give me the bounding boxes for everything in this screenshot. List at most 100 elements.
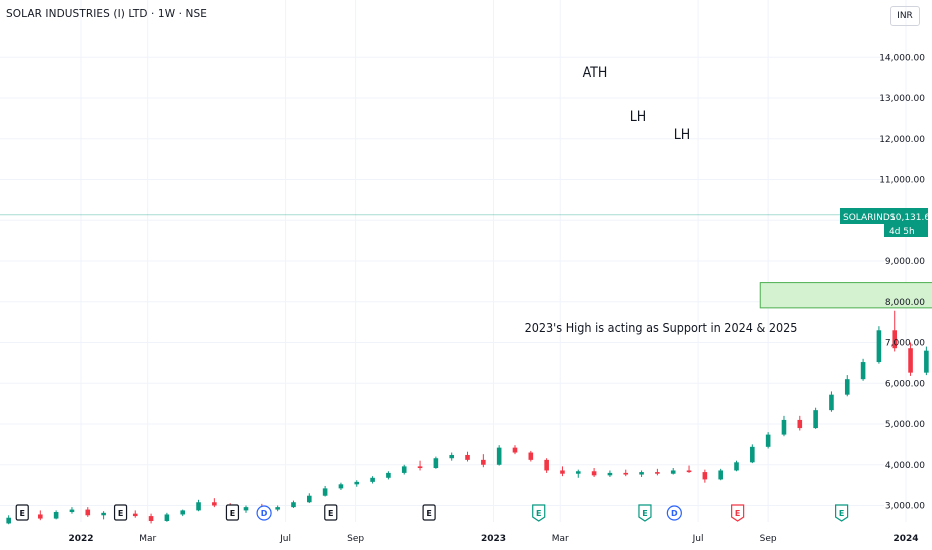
- lower-high-label-1: LH: [630, 109, 647, 125]
- candle: [69, 507, 75, 514]
- earnings-icon: [324, 504, 338, 521]
- candle: [85, 507, 91, 517]
- candle: [718, 468, 723, 481]
- candle: [275, 505, 280, 512]
- candle: [38, 510, 43, 521]
- candle: [528, 450, 534, 462]
- candle-body: [655, 472, 660, 474]
- candle-body: [370, 477, 375, 482]
- candle-body: [53, 512, 59, 519]
- y-tick-label: 8,000.00: [885, 298, 925, 308]
- candle: [386, 471, 391, 480]
- candle-body: [481, 459, 486, 465]
- candle: [306, 493, 312, 504]
- candle-body: [512, 447, 518, 453]
- lower-high-label-2: LH: [674, 127, 691, 143]
- candle: [148, 513, 154, 524]
- countdown-box: [884, 224, 928, 237]
- candle-body: [765, 434, 771, 447]
- y-tick-label: 5,000.00: [885, 420, 925, 430]
- earnings-icon: [113, 504, 128, 521]
- candle-body: [306, 495, 312, 503]
- candle-body: [623, 472, 629, 475]
- price-tag: SOLARINDS 10,131.65 4d 5h: [840, 208, 932, 237]
- candle: [734, 460, 739, 472]
- candle-body: [196, 502, 201, 511]
- candle-body: [38, 514, 43, 519]
- candle: [607, 470, 613, 477]
- x-tick-label: Mar: [552, 534, 569, 544]
- support-zone: [759, 282, 932, 309]
- candle: [655, 468, 660, 476]
- candle: [544, 458, 549, 473]
- candle: [53, 510, 59, 520]
- candle: [797, 415, 803, 431]
- event-glyph: E: [642, 509, 647, 518]
- price-tag-symbol: SOLARINDS: [843, 213, 896, 223]
- event-glyph: E: [426, 509, 431, 518]
- candle: [765, 432, 771, 449]
- y-tick-label: 6,000.00: [885, 379, 925, 389]
- candle: [465, 451, 470, 462]
- candle: [876, 326, 882, 364]
- earnings-icon: [15, 504, 29, 521]
- candle: [481, 454, 486, 468]
- candle: [243, 505, 249, 513]
- candle: [639, 470, 644, 477]
- event-marker: E: [15, 504, 29, 521]
- candle-body: [924, 350, 929, 373]
- y-tick-label: 9,000.00: [885, 257, 925, 267]
- x-tick-label: 2024: [894, 534, 919, 544]
- candle-body: [718, 470, 723, 480]
- candle: [781, 415, 787, 437]
- candle-body: [813, 410, 818, 429]
- y-tick-label: 13,000.00: [879, 94, 925, 104]
- candle: [813, 407, 818, 429]
- candle-body: [132, 513, 138, 517]
- x-tick-label: 2023: [481, 534, 506, 544]
- currency-button[interactable]: INR: [890, 6, 920, 26]
- price-tag-countdown: 4d 5h: [889, 227, 915, 237]
- candle: [829, 391, 834, 412]
- candle: [575, 469, 581, 478]
- x-tick-label: Jul: [692, 534, 704, 544]
- candle: [449, 452, 455, 461]
- candle: [924, 346, 929, 376]
- candle-body: [164, 514, 170, 521]
- candle: [670, 468, 676, 475]
- event-glyph: D: [671, 509, 678, 518]
- candle-body: [702, 472, 708, 480]
- candle: [180, 509, 186, 517]
- candle-body: [528, 452, 534, 460]
- event-marker: E: [324, 504, 338, 521]
- candle-body: [560, 470, 565, 474]
- event-marker: D: [666, 505, 682, 521]
- candle-body: [829, 394, 834, 411]
- x-tick-label: 2022: [68, 534, 93, 544]
- price-tag-box: [840, 208, 928, 224]
- earnings-icon: [731, 504, 745, 522]
- grid-lines: [0, 0, 907, 522]
- candle: [560, 466, 565, 477]
- candle-body: [686, 470, 692, 473]
- y-tick-label: 11,000.00: [879, 176, 925, 186]
- candle: [496, 445, 502, 466]
- earnings-icon: [532, 504, 546, 522]
- time-axis[interactable]: Sep2022MarJulSep2023MarJulSep2024MarJulS…: [0, 534, 932, 544]
- event-glyph: E: [735, 509, 740, 518]
- candle-body: [844, 379, 850, 395]
- dividend-icon: [666, 505, 682, 521]
- candle: [291, 500, 296, 508]
- annotations: ATH LH LH 2023's High is acting as Suppo…: [525, 65, 798, 335]
- event-glyph: E: [328, 509, 333, 518]
- event-glyph: E: [536, 509, 541, 518]
- candle: [212, 498, 217, 508]
- events-row: DEEEDEEEEDEEEEDEEE⚡E: [15, 504, 849, 522]
- candle: [401, 464, 407, 475]
- candle: [908, 342, 913, 376]
- candle: [322, 485, 328, 497]
- candle-body: [670, 470, 676, 474]
- candle-body: [496, 447, 502, 465]
- candle-body: [544, 459, 549, 471]
